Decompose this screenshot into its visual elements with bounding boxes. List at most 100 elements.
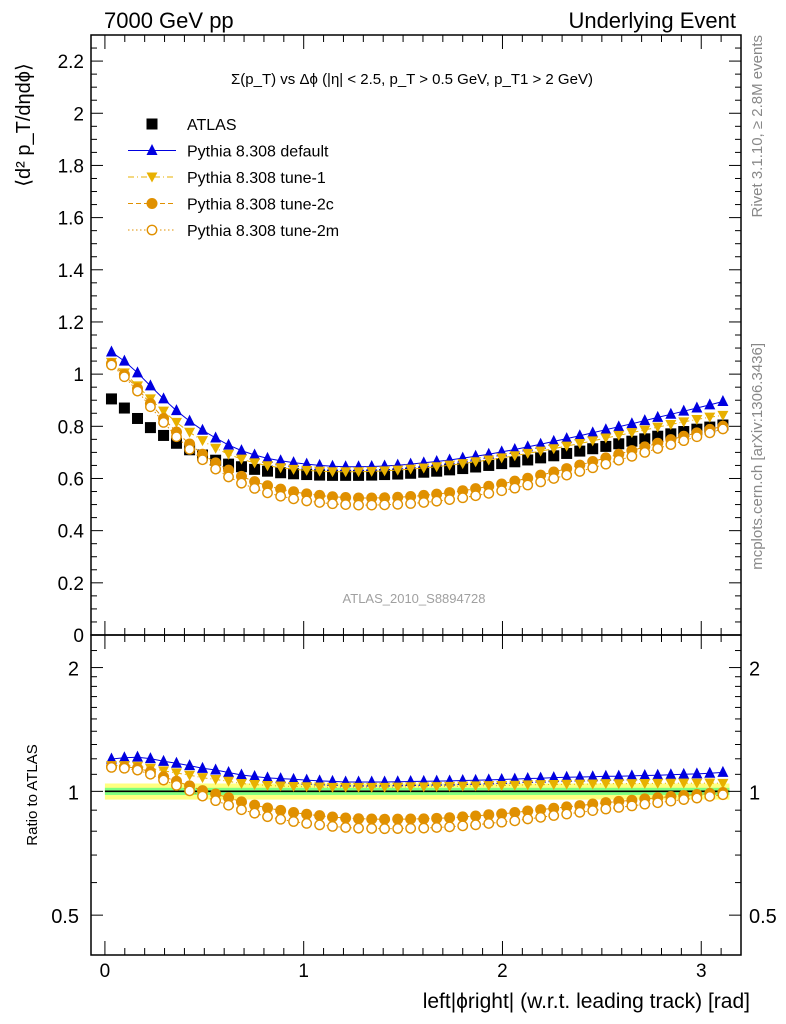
data-point [509, 482, 521, 494]
ratio-point [457, 811, 469, 823]
ratio-point [587, 770, 599, 782]
ratio-point [235, 779, 247, 790]
data-point [132, 412, 144, 424]
data-point [704, 412, 716, 423]
data-point [535, 437, 547, 449]
data-point [522, 479, 534, 491]
data-point [652, 430, 664, 442]
ratio-point [626, 800, 638, 812]
ratio-y-tick-label-right: 1 [749, 782, 760, 804]
data-point [522, 448, 534, 459]
main-x-axis-ticks [104, 35, 722, 635]
data-point [704, 427, 716, 439]
ratio-point [574, 806, 586, 818]
ratio-point [704, 790, 716, 802]
data-point [652, 422, 664, 433]
ratio-point [483, 781, 495, 792]
ratio-point [235, 796, 247, 808]
ratio-point [587, 805, 599, 817]
ratio-point [366, 782, 378, 793]
data-point [249, 463, 261, 475]
ratio-point [106, 761, 117, 773]
ratio-point [379, 782, 391, 793]
data-point [717, 395, 729, 407]
header-left: 7000 GeV pp [104, 8, 234, 33]
ratio-point [366, 813, 378, 825]
ratio-point [223, 799, 234, 811]
data-point [444, 460, 456, 471]
data-point [535, 446, 547, 457]
data-point [587, 426, 599, 438]
ratio-point [613, 802, 625, 813]
ratio-point [340, 822, 352, 833]
data-point [197, 436, 209, 447]
ratio-x-axis-ticks: 0 1 2 3 [100, 635, 722, 982]
ratio-point [665, 778, 677, 789]
ratio-point [470, 781, 482, 792]
ratio-point [105, 752, 117, 764]
ratio-point [301, 782, 313, 793]
data-point [223, 449, 235, 460]
data-point [626, 428, 638, 439]
ratio-point [639, 778, 651, 789]
data-point [392, 498, 404, 510]
ratio-point [704, 778, 716, 789]
x-tick-label: 0 [100, 961, 111, 982]
data-point [431, 462, 443, 473]
ratio-series-layer [105, 750, 729, 835]
data-point [353, 499, 364, 511]
data-point [548, 450, 560, 462]
data-point [483, 487, 495, 499]
ratio-point [574, 770, 586, 782]
ratio-point [665, 768, 677, 780]
ratio-point [431, 782, 443, 793]
data-point [691, 431, 703, 443]
data-point [118, 371, 130, 383]
data-point [561, 447, 573, 459]
data-point [639, 425, 651, 436]
data-point [600, 440, 612, 452]
y-tick-label: 0.8 [58, 417, 84, 438]
data-point [548, 434, 560, 446]
data-point [405, 498, 417, 509]
data-point [574, 429, 586, 441]
data-point [235, 461, 247, 473]
data-point [483, 455, 495, 466]
data-point [587, 436, 599, 447]
data-point [392, 465, 404, 476]
y-tick-label: 0 [73, 626, 84, 647]
ratio-point [600, 769, 612, 781]
data-point [262, 451, 274, 463]
legend-label: Pythia 8.308 tune-1 [187, 170, 326, 187]
data-point [717, 410, 729, 421]
main-y-axis-label: ⟨d² p_T/dηdϕ⟩ [13, 63, 35, 187]
data-point [223, 471, 234, 483]
ratio-point [626, 769, 638, 781]
x-tick-label: 1 [298, 961, 309, 982]
ratio-point [678, 794, 690, 805]
ratio-point [717, 789, 729, 801]
ratio-point [379, 823, 390, 835]
data-point [665, 419, 677, 430]
ratio-point [470, 810, 482, 822]
ratio-point [522, 780, 534, 791]
ratio-point [548, 771, 560, 783]
ratio-point [470, 819, 482, 831]
data-point [288, 464, 300, 475]
data-point [145, 401, 156, 413]
ratio-point [535, 811, 547, 823]
ratio-point [392, 823, 404, 834]
data-point [262, 487, 273, 499]
data-point [691, 415, 703, 426]
data-point [223, 458, 235, 470]
ratio-point [444, 821, 455, 833]
data-point [301, 495, 313, 507]
data-point [118, 402, 130, 414]
data-point [262, 461, 274, 472]
data-point [444, 494, 455, 506]
data-point [301, 457, 313, 469]
data-point [574, 466, 586, 477]
ratio-point [405, 813, 417, 825]
ratio-point [600, 803, 612, 815]
